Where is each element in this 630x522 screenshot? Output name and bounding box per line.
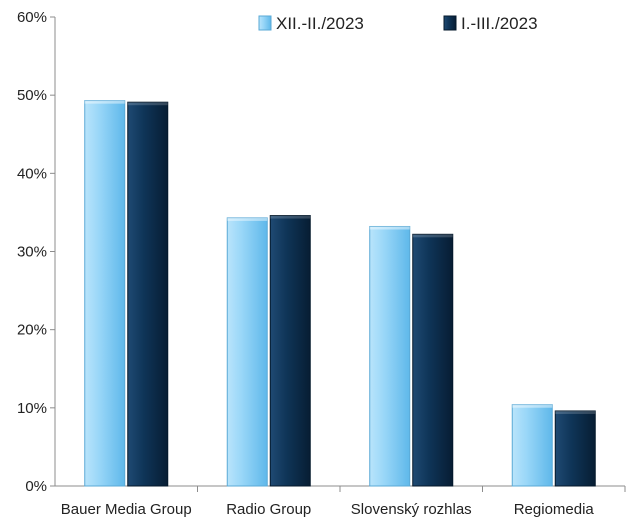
bar-highlight — [227, 217, 268, 221]
axis-labels: 0% 10% 20% 30% 40% 50% 60% Bauer Media Group Rad… — [17, 9, 594, 518]
bar-highlight — [512, 404, 553, 408]
bars — [84, 100, 596, 487]
bar-series1 — [226, 217, 268, 487]
y-tick-label: 60% — [17, 9, 47, 26]
y-tick-label: 40% — [17, 165, 47, 182]
bar-highlight — [270, 215, 311, 219]
legend-swatch — [443, 15, 457, 31]
y-tick-label: 20% — [17, 322, 47, 339]
bar-series2 — [127, 101, 169, 487]
x-category-label: Slovenský rozhlas — [351, 501, 472, 518]
legend: XII.-II./2023 I.-III./2023 — [258, 14, 538, 33]
bar-highlight — [84, 100, 125, 104]
bar-series1 — [511, 404, 553, 487]
y-tick-label: 50% — [17, 87, 47, 104]
bar-highlight — [127, 102, 168, 106]
x-category-label: Regiomedia — [514, 501, 595, 518]
x-category-label: Radio Group — [226, 501, 311, 518]
bar-highlight — [555, 410, 596, 414]
bar-highlight — [369, 226, 410, 230]
bar-series2 — [554, 410, 596, 487]
legend-label: XII.-II./2023 — [276, 14, 364, 33]
bar-series1 — [84, 100, 126, 487]
y-tick-label: 30% — [17, 244, 47, 261]
bar-series2 — [269, 215, 311, 487]
y-tick-label: 0% — [25, 478, 47, 495]
bar-series1 — [369, 225, 411, 487]
legend-label: I.-III./2023 — [461, 14, 538, 33]
x-category-label: Bauer Media Group — [61, 501, 192, 518]
legend-swatch — [258, 15, 272, 31]
bar-highlight — [412, 234, 453, 238]
y-tick-label: 10% — [17, 400, 47, 417]
bar-series2 — [412, 233, 454, 487]
